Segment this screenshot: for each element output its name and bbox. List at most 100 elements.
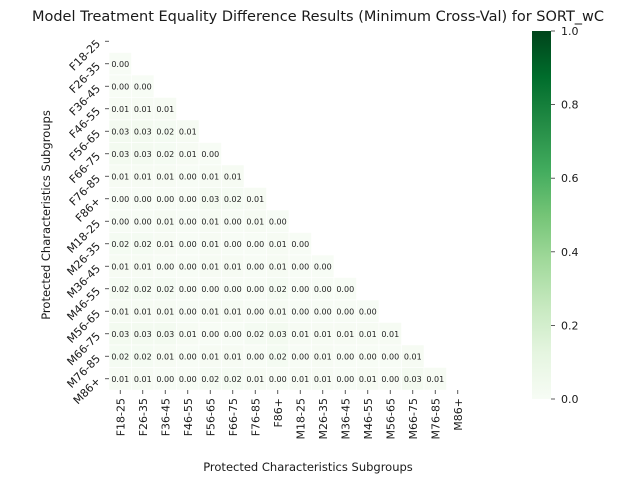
cell-value-label: 0.00: [111, 217, 129, 226]
cell-value-label: 0.01: [201, 307, 219, 316]
cell-value-label: 0.02: [111, 285, 129, 294]
colorbar-tick-label: 0.6: [561, 172, 579, 185]
cell-value-label: 0.01: [156, 217, 174, 226]
cell-value-label: 0.01: [179, 330, 197, 339]
cell-value-label: 0.02: [156, 127, 174, 136]
cell-value-label: 0.00: [179, 352, 197, 361]
cell-value-label: 0.01: [111, 105, 129, 114]
cell-value-label: 0.01: [426, 375, 444, 384]
cell-value-label: 0.00: [179, 172, 197, 181]
cell-value-label: 0.03: [134, 330, 152, 339]
cell-value-label: 0.00: [179, 307, 197, 316]
cell-value-label: 0.00: [359, 352, 377, 361]
cell-value-label: 0.01: [179, 150, 197, 159]
cell-value-label: 0.01: [156, 307, 174, 316]
cell-value-label: 0.00: [381, 375, 399, 384]
cell-value-label: 0.00: [291, 307, 309, 316]
cell-value-label: 0.00: [246, 285, 264, 294]
cell-value-label: 0.00: [336, 307, 354, 316]
cell-value-label: 0.02: [134, 285, 152, 294]
cell-value-label: 0.01: [156, 240, 174, 249]
cell-value-label: 0.02: [156, 285, 174, 294]
cell-value-label: 0.01: [246, 375, 264, 384]
cell-value-label: 0.01: [269, 240, 287, 249]
cell-value-label: 0.01: [314, 375, 332, 384]
cell-value-label: 0.02: [201, 375, 219, 384]
cell-value-label: 0.01: [359, 330, 377, 339]
y-tick-labels: F18-25F26-35F36-45F46-55F56-65F66-75F76-…: [65, 37, 109, 407]
cell-value-label: 0.01: [224, 307, 242, 316]
cell-value-label: 0.03: [269, 330, 287, 339]
cell-value-label: 0.00: [336, 285, 354, 294]
cell-value-label: 0.01: [111, 375, 129, 384]
x-tick-label: M26-35: [317, 398, 330, 439]
cell-value-label: 0.00: [246, 352, 264, 361]
cell-value-label: 0.00: [179, 195, 197, 204]
cell-value-label: 0.00: [291, 285, 309, 294]
cell-value-label: 0.00: [359, 307, 377, 316]
cell-value-label: 0.00: [179, 285, 197, 294]
cell-value-label: 0.01: [246, 217, 264, 226]
cell-value-label: 0.00: [246, 240, 264, 249]
cell-value-label: 0.00: [156, 375, 174, 384]
cell-value-label: 0.00: [111, 82, 129, 91]
x-tick-label: F76-85: [249, 398, 262, 436]
x-tick-label: M18-25: [294, 398, 307, 439]
x-tick-label: M86+: [452, 398, 465, 431]
x-tick-label: F18-25: [114, 398, 127, 436]
cell-value-label: 0.02: [134, 240, 152, 249]
cell-value-label: 0.02: [224, 375, 242, 384]
cell-value-label: 0.02: [246, 330, 264, 339]
cell-value-label: 0.03: [201, 195, 219, 204]
cell-value-label: 0.00: [291, 240, 309, 249]
cell-value-label: 0.00: [156, 262, 174, 271]
cell-value-label: 0.01: [269, 262, 287, 271]
x-tick-labels: F18-25 F26-35 F36-45 F46-55 F56-65 F66-75 F76-…: [114, 390, 465, 439]
cell-value-label: 0.00: [156, 195, 174, 204]
cell-value-label: 0.01: [201, 172, 219, 181]
cell-value-label: 0.00: [269, 375, 287, 384]
cell-value-label: 0.00: [201, 330, 219, 339]
cell-value-label: 0.00: [201, 285, 219, 294]
cell-value-label: 0.03: [134, 150, 152, 159]
cell-value-label: 0.00: [179, 375, 197, 384]
cell-value-label: 0.01: [134, 105, 152, 114]
x-tick-label: F46-55: [182, 398, 195, 436]
y-axis-label: Protected Characteristics Subgroups: [39, 110, 53, 320]
cell-value-label: 0.01: [111, 172, 129, 181]
x-tick-label: M66-75: [407, 398, 420, 439]
x-tick-label: F86+: [272, 398, 285, 428]
cell-value-label: 0.00: [179, 262, 197, 271]
cell-value-label: 0.02: [156, 150, 174, 159]
cell-value-label: 0.01: [134, 172, 152, 181]
colorbar-ticks: 0.0 0.2 0.4 0.6 0.8 1.0: [551, 25, 579, 406]
x-tick-label: F36-45: [159, 398, 172, 436]
cell-value-label: 0.01: [179, 127, 197, 136]
cell-value-label: 0.00: [291, 352, 309, 361]
cell-value-label: 0.00: [336, 352, 354, 361]
cell-value-label: 0.01: [404, 352, 422, 361]
x-tick-label: F66-75: [227, 398, 240, 436]
cell-value-label: 0.01: [156, 105, 174, 114]
cell-value-label: 0.00: [246, 307, 264, 316]
cell-value-label: 0.00: [134, 82, 152, 91]
x-tick-label: M46-55: [362, 398, 375, 439]
cell-value-label: 0.01: [134, 262, 152, 271]
cell-value-label: 0.00: [201, 150, 219, 159]
cell-value-label: 0.01: [201, 352, 219, 361]
cell-value-label: 0.01: [314, 352, 332, 361]
cell-value-label: 0.01: [134, 307, 152, 316]
cell-value-label: 0.00: [314, 307, 332, 316]
cell-value-label: 0.01: [381, 330, 399, 339]
cell-value-label: 0.00: [224, 240, 242, 249]
x-tick-label: M36-45: [339, 398, 352, 439]
cell-value-label: 0.01: [291, 330, 309, 339]
cell-value-label: 0.01: [224, 352, 242, 361]
cell-value-label: 0.00: [179, 217, 197, 226]
cell-value-label: 0.00: [134, 217, 152, 226]
cell-value-label: 0.01: [359, 375, 377, 384]
cell-value-label: 0.01: [111, 262, 129, 271]
cell-value-label: 0.00: [336, 375, 354, 384]
cell-value-label: 0.01: [246, 195, 264, 204]
